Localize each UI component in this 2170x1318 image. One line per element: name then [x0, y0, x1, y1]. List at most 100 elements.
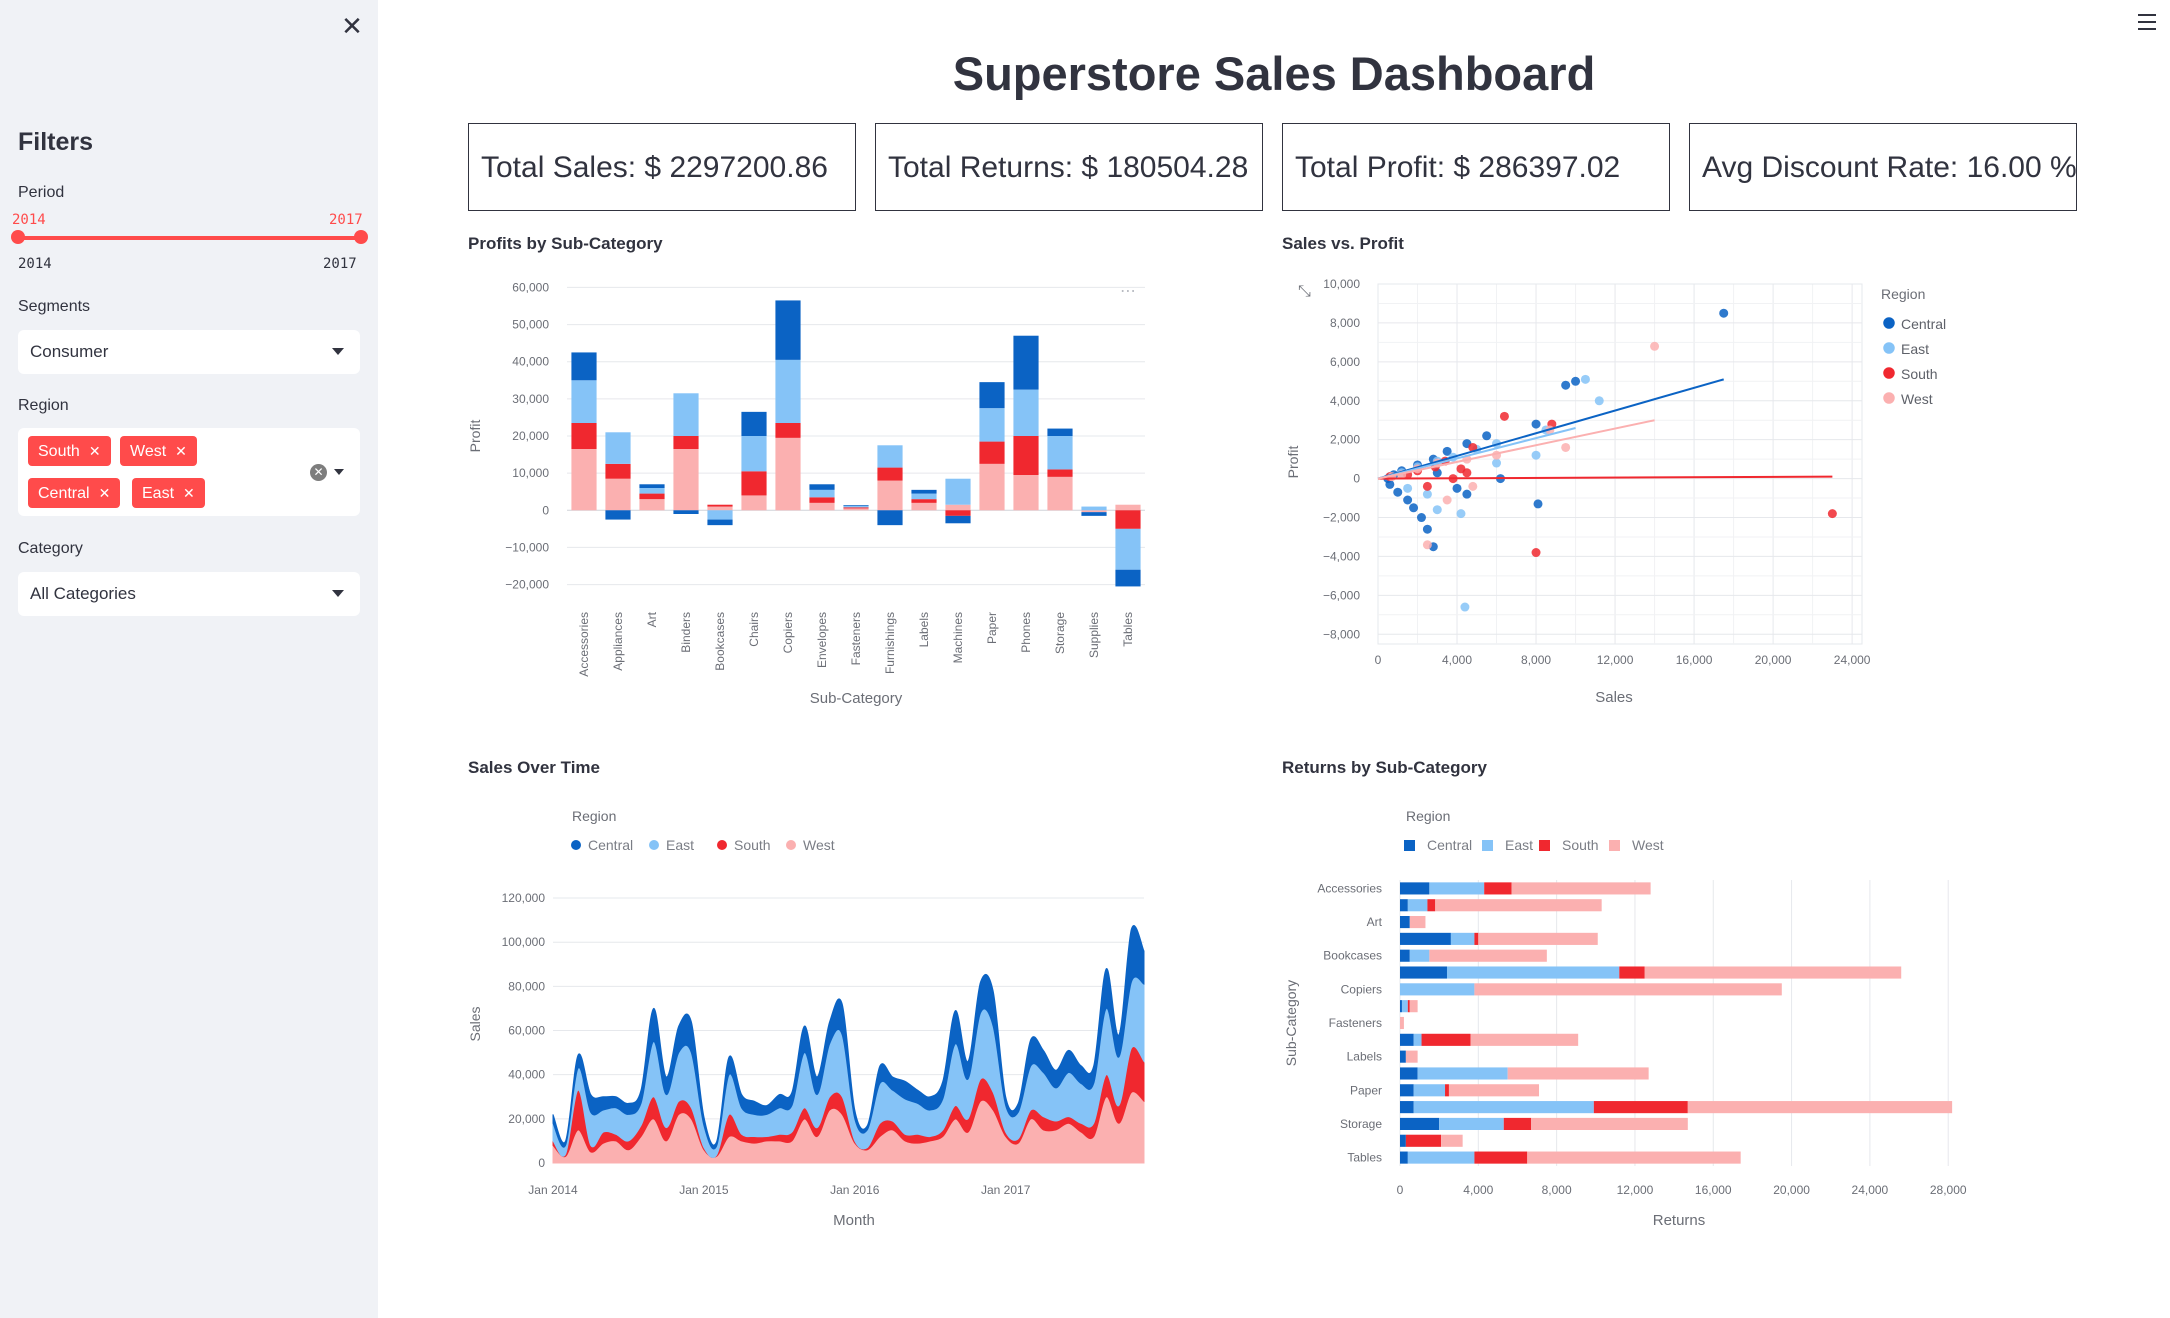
- bar-segment[interactable]: [707, 510, 733, 520]
- bar-segment[interactable]: [707, 506, 733, 511]
- bar-segment[interactable]: [1687, 1101, 1953, 1114]
- bar-segment[interactable]: [1047, 428, 1073, 436]
- main-menu-icon[interactable]: [2138, 14, 2156, 35]
- remove-tag-icon[interactable]: ✕: [88, 443, 101, 459]
- scatter-point[interactable]: [1460, 602, 1470, 612]
- bar-segment[interactable]: [707, 519, 733, 526]
- legend-marker[interactable]: [717, 840, 727, 850]
- scatter-point[interactable]: [1492, 458, 1502, 468]
- legend-marker[interactable]: [649, 840, 659, 850]
- bar-segment[interactable]: [809, 497, 835, 503]
- bar-segment[interactable]: [1484, 882, 1512, 895]
- bar-segment[interactable]: [1400, 983, 1475, 996]
- scatter-point[interactable]: [1422, 481, 1432, 491]
- bar-segment[interactable]: [1531, 1117, 1688, 1130]
- bar-segment[interactable]: [1400, 1117, 1440, 1130]
- bar-segment[interactable]: [1407, 1151, 1475, 1164]
- legend-label[interactable]: South: [734, 837, 771, 853]
- scatter-point[interactable]: [1650, 341, 1660, 351]
- scatter-point[interactable]: [1432, 505, 1442, 515]
- bar-segment[interactable]: [877, 445, 903, 468]
- scatter-point[interactable]: [1462, 489, 1472, 499]
- bar-segment[interactable]: [707, 504, 733, 507]
- bar-segment[interactable]: [1400, 1050, 1406, 1063]
- bar-segment[interactable]: [843, 508, 869, 511]
- bar-segment[interactable]: [1478, 932, 1598, 945]
- bar-segment[interactable]: [1474, 983, 1782, 996]
- period-slider-thumb-min[interactable]: [11, 230, 25, 244]
- bar-segment[interactable]: [1619, 966, 1645, 979]
- bar-segment[interactable]: [673, 436, 699, 449]
- bar-segment[interactable]: [1115, 569, 1141, 587]
- bar-segment[interactable]: [1400, 1067, 1418, 1080]
- period-slider-thumb-max[interactable]: [354, 230, 368, 244]
- legend-label[interactable]: West: [1901, 391, 1933, 407]
- legend-marker[interactable]: [786, 840, 796, 850]
- bar-segment[interactable]: [1474, 932, 1479, 945]
- chevron-down-icon[interactable]: [334, 469, 344, 475]
- bar-segment[interactable]: [741, 471, 767, 496]
- scatter-point[interactable]: [1499, 411, 1509, 421]
- bar-segment[interactable]: [673, 510, 699, 514]
- scatter-point[interactable]: [1580, 374, 1590, 384]
- bar-segment[interactable]: [605, 510, 631, 520]
- scatter-point[interactable]: [1403, 495, 1413, 505]
- legend-marker[interactable]: [1404, 840, 1415, 851]
- bar-segment[interactable]: [1400, 966, 1447, 979]
- bar-segment[interactable]: [1400, 1033, 1414, 1046]
- scatter-point[interactable]: [1442, 446, 1452, 456]
- scatter-point[interactable]: [1416, 513, 1426, 523]
- bar-segment[interactable]: [1446, 966, 1620, 979]
- bar-segment[interactable]: [1413, 1033, 1422, 1046]
- bar-segment[interactable]: [1401, 1000, 1408, 1013]
- bar-segment[interactable]: [1413, 1101, 1594, 1114]
- bar-segment[interactable]: [1047, 436, 1073, 470]
- legend-label[interactable]: Central: [1901, 316, 1946, 332]
- bar-segment[interactable]: [1400, 899, 1408, 912]
- fullscreen-icon[interactable]: ⤡: [1298, 283, 1311, 300]
- bar-segment[interactable]: [1470, 1033, 1579, 1046]
- bar-segment[interactable]: [877, 467, 903, 481]
- bar-segment[interactable]: [1400, 882, 1430, 895]
- region-tag-east[interactable]: East ✕: [132, 478, 205, 508]
- bar-segment[interactable]: [1400, 1101, 1414, 1114]
- bar-segment[interactable]: [673, 393, 699, 436]
- bar-segment[interactable]: [1427, 899, 1436, 912]
- legend-marker[interactable]: [1881, 365, 1897, 381]
- legend-marker[interactable]: [1539, 840, 1550, 851]
- scatter-point[interactable]: [1531, 450, 1541, 460]
- bar-segment[interactable]: [1593, 1101, 1688, 1114]
- bar-segment[interactable]: [1450, 932, 1475, 945]
- region-tag-south[interactable]: South ✕: [28, 436, 111, 466]
- bar-segment[interactable]: [1527, 1151, 1741, 1164]
- bar-segment[interactable]: [1081, 512, 1107, 516]
- legend-label[interactable]: East: [1901, 341, 1929, 357]
- bar-segment[interactable]: [1448, 1084, 1540, 1097]
- legend-label[interactable]: South: [1901, 366, 1938, 382]
- bar-segment[interactable]: [911, 499, 937, 503]
- bar-segment[interactable]: [1047, 469, 1073, 477]
- bar-segment[interactable]: [979, 408, 1005, 442]
- more-options-icon[interactable]: ⋯: [1120, 283, 1136, 300]
- bar-segment[interactable]: [843, 505, 869, 508]
- bar-segment[interactable]: [639, 493, 665, 500]
- period-slider-track[interactable]: [18, 236, 360, 240]
- scatter-point[interactable]: [1422, 524, 1432, 534]
- bar-segment[interactable]: [1503, 1117, 1532, 1130]
- scatter-point[interactable]: [1482, 431, 1492, 441]
- bar-segment[interactable]: [1115, 510, 1141, 529]
- bar-segment[interactable]: [741, 436, 767, 472]
- bar-segment[interactable]: [571, 352, 597, 381]
- bar-segment[interactable]: [1407, 899, 1428, 912]
- scatter-point[interactable]: [1594, 396, 1604, 406]
- bar-segment[interactable]: [775, 437, 801, 511]
- scatter-point[interactable]: [1452, 483, 1462, 493]
- legend-label[interactable]: South: [1562, 837, 1599, 853]
- bar-segment[interactable]: [809, 484, 835, 490]
- bar-segment[interactable]: [979, 463, 1005, 511]
- legend-marker[interactable]: [571, 840, 581, 850]
- bar-segment[interactable]: [775, 300, 801, 360]
- scatter-point[interactable]: [1561, 442, 1571, 452]
- scatter-point[interactable]: [1462, 468, 1472, 478]
- bar-segment[interactable]: [775, 423, 801, 438]
